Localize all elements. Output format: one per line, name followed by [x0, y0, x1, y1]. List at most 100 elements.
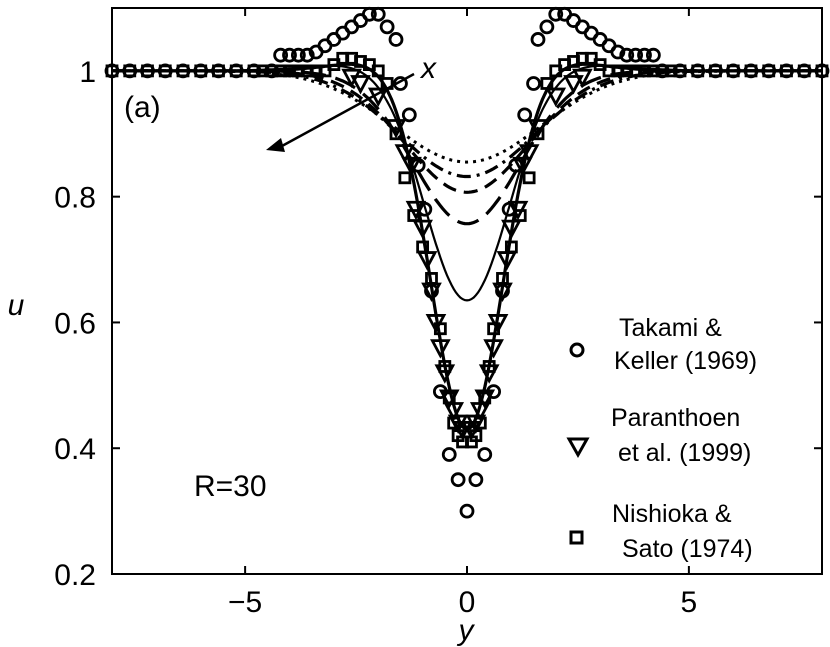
data-point-square	[469, 429, 483, 443]
legend-label-paranthoen-1: Paranthoen	[611, 404, 740, 432]
data-point-square	[513, 209, 527, 222]
data-point-square	[522, 171, 536, 185]
data-point-square	[691, 64, 705, 78]
data-point-square	[425, 272, 438, 285]
legend-label-takami-2: Keller (1969)	[614, 347, 757, 375]
data-point-circle	[468, 472, 484, 488]
data-point-triangle	[545, 87, 567, 108]
data-point-triangle	[501, 219, 522, 240]
data-point-triangle	[512, 156, 533, 177]
arrow-label: x	[419, 52, 437, 85]
legend-label-takami-1: Takami &	[619, 314, 722, 342]
data-point-square	[407, 209, 421, 222]
data-point-circle	[610, 44, 626, 60]
data-point-square	[504, 240, 518, 254]
data-point-triangle	[563, 75, 584, 95]
data-point-square	[447, 416, 461, 430]
data-point-triangle	[483, 339, 504, 359]
data-point-circle	[628, 47, 644, 63]
data-point-circle	[459, 503, 475, 519]
y-tick-label: 0.8	[54, 182, 96, 215]
data-point-square	[371, 64, 385, 78]
legend-marker-circle	[569, 342, 585, 358]
data-point-circle	[441, 447, 457, 462]
legend-label-nishioka-1: Nishioka &	[612, 500, 732, 528]
data-point-triangle	[394, 144, 416, 164]
data-point-circle	[273, 47, 289, 63]
data-point-circle	[526, 76, 541, 91]
x-axis-label: y	[457, 614, 476, 647]
data-point-square	[176, 64, 190, 78]
data-point-square	[398, 171, 412, 185]
panel-label: (a)	[124, 91, 161, 124]
curve-dash	[112, 69, 822, 194]
y-tick-label: 1	[79, 56, 96, 89]
curve-long-dash	[112, 69, 822, 226]
data-point-square	[442, 391, 456, 405]
data-point-square	[433, 322, 447, 336]
legend-label-nishioka-2: Sato (1974)	[622, 535, 753, 563]
data-point-triangle	[465, 414, 487, 435]
data-point-square	[416, 240, 430, 254]
data-point-circle	[477, 447, 493, 462]
data-point-circle	[539, 19, 555, 35]
data-point-square	[797, 64, 811, 78]
data-point-circle	[450, 472, 466, 488]
x-tick-label: −5	[228, 586, 262, 619]
x-tick-label: 5	[681, 586, 698, 619]
data-point-square	[709, 64, 722, 78]
y-axis-label: u	[8, 289, 25, 322]
data-point-circle	[517, 107, 533, 123]
data-point-square	[158, 64, 172, 78]
curve-dotted	[112, 69, 822, 164]
data-point-square	[212, 64, 225, 78]
data-point-square	[473, 416, 487, 430]
data-point-circle	[379, 19, 395, 35]
data-point-circle	[282, 47, 297, 63]
data-point-square	[141, 64, 154, 78]
x-tick-label: 0	[459, 586, 476, 619]
data-point-square	[540, 77, 554, 90]
data-point-square	[726, 64, 740, 78]
legend-marker-square	[569, 530, 584, 545]
y-tick-label: 0.6	[54, 307, 96, 340]
data-point-square	[389, 127, 403, 141]
data-point-square	[478, 391, 492, 405]
data-point-square	[194, 64, 208, 78]
data-point-square	[531, 127, 545, 141]
data-point-circle	[299, 47, 315, 63]
reynolds-annotation: R=30	[194, 470, 267, 503]
data-point-triangle	[350, 75, 371, 95]
data-point-square	[496, 272, 509, 285]
direction-arrow	[266, 72, 415, 152]
data-point-square	[487, 322, 501, 336]
data-point-triangle	[401, 156, 422, 177]
data-point-triangle	[478, 364, 500, 384]
data-point-square	[123, 64, 137, 78]
data-point-square	[482, 360, 496, 373]
data-point-circle	[401, 107, 417, 123]
data-point-square	[762, 64, 776, 78]
data-point-triangle	[430, 339, 451, 359]
data-point-square	[673, 64, 687, 78]
data-point-triangle	[412, 219, 433, 240]
data-point-triangle	[518, 144, 540, 164]
series-triangle-down	[341, 68, 593, 441]
legend: Takami & Keller (1969) Paranthoen et al.…	[566, 314, 757, 563]
curve-solid-thin	[112, 64, 822, 302]
legend-label-paranthoen-2: et al. (1999)	[611, 439, 751, 467]
data-point-circle	[388, 32, 404, 47]
data-point-square	[744, 64, 758, 78]
y-tick-label: 0.2	[54, 559, 96, 592]
data-point-circle	[290, 47, 306, 63]
data-point-square	[229, 64, 243, 78]
data-point-triangle	[434, 364, 456, 384]
experimental-markers	[104, 6, 830, 519]
data-point-triangle	[572, 68, 593, 89]
data-point-circle	[619, 47, 635, 63]
data-point-circle	[530, 32, 546, 47]
y-tick-label: 0.4	[54, 433, 96, 466]
axis-ticks: −5 0 5 0.2 0.4 0.6 0.8 1	[54, 8, 822, 619]
legend-marker-triangle	[566, 437, 590, 459]
